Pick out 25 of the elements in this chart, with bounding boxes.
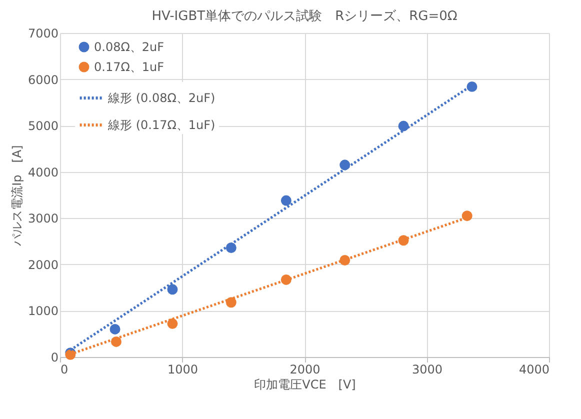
y-tick-label: 4000 (28, 165, 58, 180)
y-tick-label: 5000 (28, 119, 58, 134)
y-axis-title: パルス電流Ip [A] (10, 145, 24, 247)
point (110, 324, 120, 334)
y-tick-label: 0 (50, 350, 58, 364)
x-tick-label: 4000 (518, 362, 550, 376)
y-tick-label: 3000 (28, 212, 58, 226)
legend-label: 線形 (0.08Ω、2uF) (107, 91, 216, 105)
y-tick-label: 6000 (28, 72, 58, 87)
x-axis-title: 印加電圧VCE [V] (254, 378, 356, 392)
legend-label: 0.08Ω、2uF (94, 40, 164, 54)
y-tick-label: 7000 (28, 26, 58, 40)
x-tick-label: 2000 (290, 362, 320, 376)
x-tick-label: 3000 (412, 362, 443, 376)
y-tick-label: 2000 (28, 258, 58, 272)
chart-title: HV-IGBT単体でのパルス試験 Rシリーズ、RG=0Ω (152, 9, 458, 24)
x-tick-label: 1000 (167, 362, 198, 376)
point (167, 318, 178, 329)
legend-label: 0.17Ω、1uF (94, 60, 164, 74)
legend-label: 線形 (0.17Ω、1uF) (107, 118, 216, 132)
point (462, 210, 472, 222)
y-tick-label: 1000 (28, 304, 58, 318)
point (167, 284, 178, 295)
x-tick-label: 0 (60, 362, 68, 376)
point (280, 195, 292, 206)
